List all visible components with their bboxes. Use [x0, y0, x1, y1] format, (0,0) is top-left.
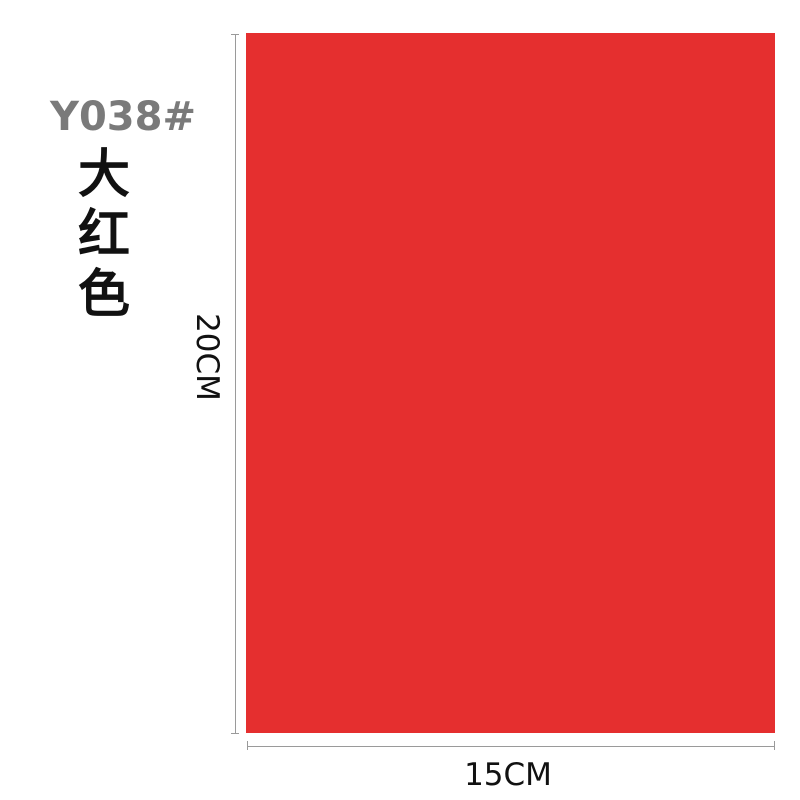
height-dimension-tick-bottom: [231, 733, 239, 734]
product-code: Y038#: [50, 94, 196, 140]
color-name: 大红色: [78, 145, 131, 325]
width-label: 15CM: [464, 757, 552, 793]
height-label: 20CM: [189, 313, 225, 401]
height-dimension-tick-top: [231, 34, 239, 35]
width-dimension-tick-left: [247, 741, 248, 750]
height-dimension-line: [235, 34, 236, 734]
width-dimension-line: [247, 746, 775, 747]
width-dimension-tick-right: [774, 741, 775, 750]
color-swatch: [246, 33, 775, 733]
